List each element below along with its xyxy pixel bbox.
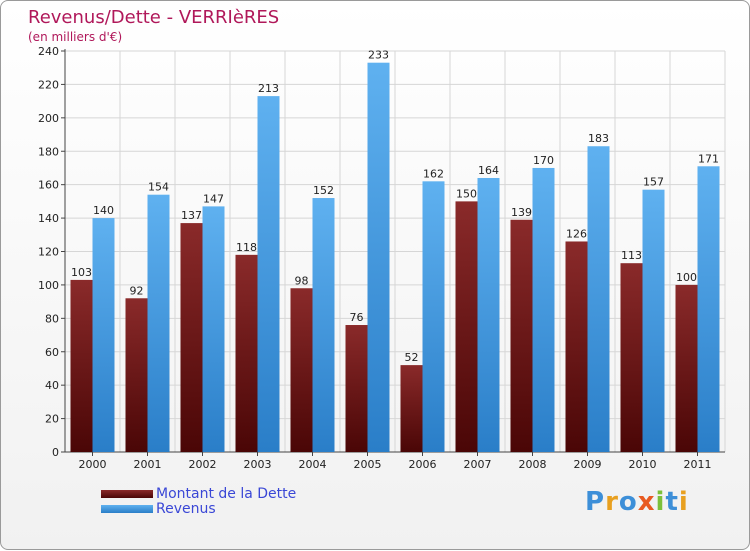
logo-letter: i <box>678 487 689 517</box>
bar-revenus <box>697 166 720 452</box>
data-label-revenus: 164 <box>478 164 499 177</box>
data-label-dette: 113 <box>621 249 642 262</box>
y-tick-label: 200 <box>38 112 59 125</box>
bar-revenus <box>312 198 335 452</box>
y-tick-label: 220 <box>38 78 59 91</box>
data-label-revenus: 183 <box>588 132 609 145</box>
data-label-revenus: 152 <box>313 184 334 197</box>
data-label-dette: 100 <box>676 271 697 284</box>
x-tick-label: 2004 <box>299 458 327 471</box>
legend-swatch-revenus <box>101 505 153 513</box>
y-tick-label: 40 <box>45 379 59 392</box>
logo-letter: x <box>637 487 656 517</box>
legend-swatch-debt <box>101 490 153 498</box>
x-tick-label: 2005 <box>354 458 382 471</box>
bar-dette <box>180 223 203 452</box>
logo-letter: i <box>655 487 666 517</box>
data-label-dette: 137 <box>181 209 202 222</box>
bar-dette <box>290 288 313 452</box>
logo-letter: o <box>618 487 638 517</box>
data-label-revenus: 154 <box>148 181 169 194</box>
data-label-revenus: 147 <box>203 192 224 205</box>
y-tick-label: 60 <box>45 346 59 359</box>
x-tick-label: 2002 <box>189 458 217 471</box>
bar-revenus <box>422 181 445 452</box>
y-tick-label: 20 <box>45 413 59 426</box>
y-tick-label: 0 <box>52 446 59 459</box>
data-label-dette: 139 <box>511 206 532 219</box>
y-tick-label: 240 <box>38 45 59 58</box>
bar-revenus <box>92 218 115 452</box>
chart-title: Revenus/Dette - VERRIèRES <box>28 7 280 28</box>
bar-dette <box>510 219 533 452</box>
legend-label-revenus: Revenus <box>156 501 216 517</box>
y-tick-label: 180 <box>38 145 59 158</box>
x-tick-label: 2009 <box>574 458 602 471</box>
x-tick-label: 2000 <box>79 458 107 471</box>
bar-revenus <box>367 62 390 453</box>
data-label-revenus: 171 <box>698 152 719 165</box>
chart-subtitle: (en milliers d'€) <box>28 30 123 44</box>
data-label-revenus: 140 <box>93 204 114 217</box>
logo-letter: t <box>665 487 679 517</box>
bar-revenus <box>587 146 610 453</box>
x-tick-label: 2011 <box>684 458 712 471</box>
y-tick-label: 80 <box>45 312 59 325</box>
x-tick-label: 2010 <box>629 458 657 471</box>
legend-label-debt: Montant de la Dette <box>156 486 297 502</box>
data-label-dette: 126 <box>566 227 587 240</box>
bar-revenus <box>257 96 280 453</box>
data-label-revenus: 213 <box>258 82 279 95</box>
x-tick-label: 2008 <box>519 458 547 471</box>
data-label-dette: 98 <box>295 274 309 287</box>
logo-letter: P <box>585 487 606 517</box>
x-tick-label: 2001 <box>134 458 162 471</box>
bar-dette <box>400 365 423 452</box>
data-label-dette: 103 <box>71 266 92 279</box>
data-label-revenus: 170 <box>533 154 554 167</box>
bar-dette <box>70 279 93 452</box>
x-tick-label: 2003 <box>244 458 272 471</box>
y-tick-label: 120 <box>38 246 59 259</box>
bar-revenus <box>202 206 225 452</box>
data-label-revenus: 157 <box>643 176 664 189</box>
bar-dette <box>345 325 368 452</box>
bar-dette <box>125 298 148 452</box>
bar-dette <box>235 254 258 452</box>
y-tick-label: 140 <box>38 212 59 225</box>
bar-revenus <box>147 194 170 453</box>
logo-letter: r <box>605 487 619 517</box>
bar-dette <box>675 284 698 452</box>
bar-dette <box>455 201 478 452</box>
bar-dette <box>565 241 588 452</box>
x-tick-label: 2007 <box>464 458 492 471</box>
data-label-dette: 150 <box>456 187 477 200</box>
data-label-dette: 92 <box>130 284 144 297</box>
data-label-dette: 118 <box>236 241 257 254</box>
bar-revenus <box>642 189 665 452</box>
bar-revenus <box>477 177 500 452</box>
y-tick-label: 100 <box>38 279 59 292</box>
data-label-dette: 52 <box>405 351 419 364</box>
bar-revenus <box>532 167 555 453</box>
data-label-dette: 76 <box>350 311 364 324</box>
data-label-revenus: 162 <box>423 167 444 180</box>
x-tick-label: 2006 <box>409 458 437 471</box>
proxiti-logo: Proxiti <box>585 487 689 517</box>
y-tick-label: 160 <box>38 179 59 192</box>
bar-dette <box>620 263 643 452</box>
data-label-revenus: 233 <box>368 49 389 62</box>
